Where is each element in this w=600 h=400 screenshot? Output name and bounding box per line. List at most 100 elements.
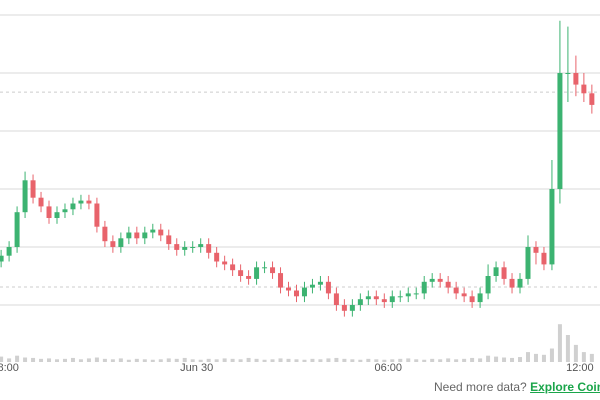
candle-body — [357, 299, 363, 305]
volume-bar — [206, 358, 211, 362]
volume-bar — [518, 357, 523, 362]
candle-body — [86, 200, 92, 204]
volume-bar — [581, 352, 586, 362]
volume-bar — [589, 353, 594, 362]
volume-bar — [502, 357, 507, 362]
volume-bar — [102, 358, 107, 362]
volume-bar — [47, 358, 52, 362]
candle-body — [46, 206, 52, 218]
candle-body — [38, 197, 44, 207]
candle-body — [485, 276, 491, 294]
volume-bar — [350, 359, 355, 362]
candle-body — [214, 252, 220, 262]
candle-body — [437, 278, 443, 282]
volume-bar — [126, 359, 131, 362]
volume-bar — [214, 359, 219, 362]
candle-body — [389, 296, 395, 303]
candle-body — [341, 305, 347, 311]
volume-bar — [454, 359, 459, 362]
volume-bar — [230, 358, 235, 362]
candle-body — [317, 281, 323, 285]
footer: Need more data? Explore CoinDesk — [434, 380, 600, 394]
volume-bar — [7, 358, 12, 362]
volume-bar — [533, 353, 538, 362]
volume-bar — [118, 358, 123, 362]
candle-body — [557, 73, 563, 189]
volume-bar — [78, 359, 83, 362]
candle-body — [222, 261, 228, 265]
candle-body — [349, 305, 355, 311]
candle-body — [262, 267, 268, 269]
volume-bar — [150, 359, 155, 362]
candle-body — [517, 278, 523, 288]
candle-body — [0, 255, 4, 262]
volume-bar — [470, 357, 475, 362]
volume-bar — [494, 356, 499, 362]
volume-bar — [541, 354, 546, 362]
candle-body — [461, 293, 467, 297]
candle-body — [381, 299, 387, 303]
candle-body — [493, 267, 499, 276]
candle-body — [509, 278, 515, 288]
candle-body — [270, 267, 276, 274]
volume-bar — [398, 358, 403, 362]
candle-body — [134, 232, 140, 239]
volume-bar — [190, 359, 195, 362]
volume-bar — [134, 358, 139, 362]
volume-bar — [430, 358, 435, 362]
candle-body — [309, 284, 315, 288]
candle-body — [174, 244, 180, 250]
candle-body — [118, 238, 124, 247]
volume-bar — [478, 358, 483, 362]
candle-body — [54, 212, 60, 218]
volume-bar — [334, 357, 339, 362]
footer-link[interactable]: Explore CoinDesk — [530, 380, 600, 394]
candle-body — [573, 73, 579, 85]
volume-bar — [110, 359, 115, 362]
candle-body — [70, 203, 76, 210]
candle-body — [166, 235, 172, 245]
candle-body — [469, 296, 475, 303]
volume-bar — [390, 359, 395, 362]
candle-body — [254, 267, 260, 279]
candle-body — [333, 293, 339, 305]
x-tick-label: 12:00 — [566, 362, 594, 374]
candle-body — [501, 267, 507, 279]
volume-bar — [246, 357, 251, 362]
volume-bar — [254, 358, 259, 362]
candle-body — [533, 247, 539, 253]
volume-bar — [70, 357, 75, 362]
volume-bar — [294, 359, 299, 362]
candle-body — [421, 281, 427, 294]
candle-body — [373, 296, 379, 300]
candle-body — [102, 226, 108, 242]
volume-bar — [62, 358, 67, 362]
volume-bar — [166, 358, 171, 362]
volume-bar — [278, 358, 283, 362]
volume-bar — [158, 359, 163, 362]
candle-body — [541, 252, 547, 265]
candle-body — [190, 247, 196, 248]
volume-bar — [573, 344, 578, 362]
volume-bar — [238, 359, 243, 362]
volume-bar — [142, 359, 147, 362]
volume-bar — [414, 359, 419, 362]
candle-body — [110, 241, 116, 247]
candle-body — [445, 281, 451, 288]
volume-bar — [302, 359, 307, 362]
volume-bar — [270, 359, 275, 362]
volume-bar — [318, 359, 323, 362]
candle-body — [94, 203, 100, 227]
volume-bar — [462, 358, 467, 362]
candle-body — [230, 264, 236, 271]
candle-body — [365, 296, 371, 300]
candle-body — [397, 296, 403, 298]
candle-body — [142, 232, 148, 239]
candle-body — [14, 212, 20, 247]
volume-bar — [0, 356, 4, 362]
candle-body — [293, 290, 299, 297]
candle-body — [413, 293, 419, 295]
candle-body — [549, 189, 555, 265]
volume-bar — [422, 359, 427, 362]
candle-body — [182, 247, 188, 250]
